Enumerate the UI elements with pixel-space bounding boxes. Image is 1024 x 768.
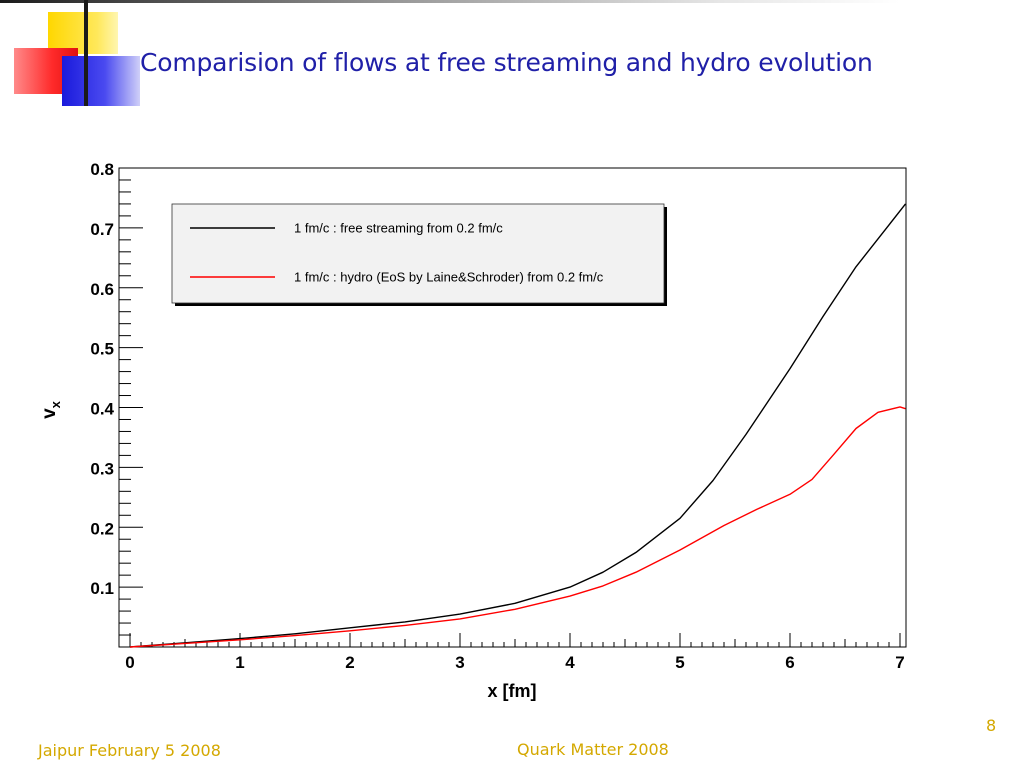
x-tick-label: 4 [565, 653, 575, 672]
x-tick-label: 7 [895, 653, 904, 672]
title-underline [0, 0, 900, 3]
slide-logo [0, 0, 140, 115]
x-axis-title: x [fm] [488, 681, 537, 701]
y-axis-title: vx [39, 400, 63, 419]
y-tick-label: 0.6 [90, 280, 114, 299]
logo-blue-square [62, 56, 140, 106]
logo-vertical-line [84, 0, 88, 106]
footer-location-date: Jaipur February 5 2008 [38, 741, 221, 760]
legend-entry: 1 fm/c : hydro (EoS by Laine&Schroder) f… [294, 270, 604, 285]
y-tick-label: 0.5 [90, 340, 114, 359]
legend-entry: 1 fm/c : free streaming from 0.2 fm/c [294, 221, 503, 236]
y-tick-label: 0.2 [90, 519, 114, 538]
y-tick-label: 0.4 [90, 400, 114, 419]
x-tick-label: 6 [785, 653, 794, 672]
legend-box [171, 203, 665, 304]
series-line-hydro [129, 406, 906, 648]
y-tick-label: 0.3 [90, 459, 114, 478]
x-tick-label: 2 [345, 653, 354, 672]
page-number: 8 [986, 716, 997, 735]
series-line-free-streaming [129, 203, 907, 648]
y-tick-label: 0.7 [90, 220, 114, 239]
slide-title: Comparision of flows at free streaming a… [140, 48, 873, 77]
footer-conference: Quark Matter 2008 [517, 740, 669, 759]
x-tick-label: 3 [455, 653, 464, 672]
x-tick-label: 0 [125, 653, 134, 672]
x-tick-label: 5 [675, 653, 684, 672]
x-tick-label: 1 [235, 653, 244, 672]
logo-yellow-square [48, 12, 118, 54]
y-tick-label: 0.8 [90, 160, 114, 179]
y-tick-label: 0.1 [90, 579, 114, 598]
